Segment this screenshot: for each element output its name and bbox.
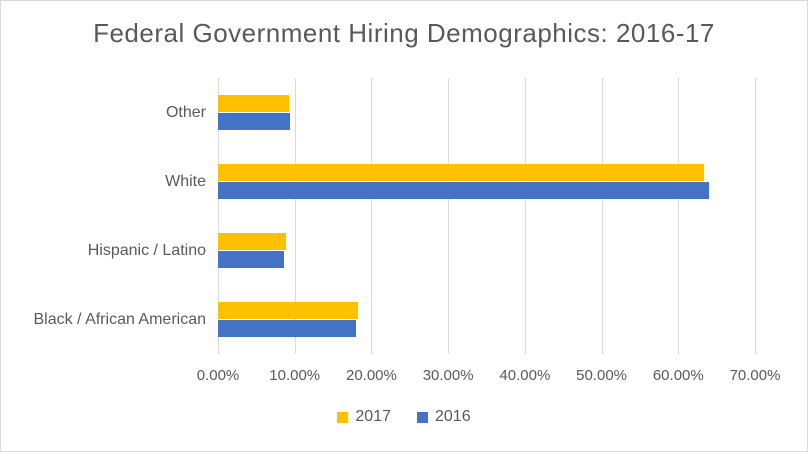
category-label: Black / African American [33, 310, 206, 328]
legend: 2017 2016 [1, 408, 807, 426]
bar-2017-hispanic-latino [218, 233, 286, 250]
gridline [371, 78, 373, 354]
bar-2016-white [218, 182, 709, 199]
legend-label: 2017 [355, 408, 391, 425]
bar-2017-white [218, 164, 704, 181]
category-label: White [165, 172, 206, 190]
x-tick-label: 60.00% [652, 367, 704, 384]
legend-entry-2016: 2016 [417, 408, 471, 426]
gridline [601, 78, 603, 354]
x-tick-label: 10.00% [269, 367, 321, 384]
bar-2016-hispanic-latino [218, 251, 284, 268]
gridline [294, 78, 296, 354]
gridline [218, 78, 219, 354]
legend-label: 2016 [435, 408, 471, 425]
legend-swatch-icon [417, 411, 428, 423]
plot-area [218, 78, 756, 354]
category-label: Hispanic / Latino [87, 241, 206, 259]
category-axis-labels: Other White Hispanic / Latino Black / Afric… [1, 78, 206, 354]
chart-title: Federal Government Hiring Demographics: … [93, 18, 715, 48]
x-tick-label: 30.00% [422, 367, 474, 384]
category-label: Other [165, 103, 206, 121]
bar-2017-other [218, 95, 289, 112]
x-tick-label: 50.00% [576, 367, 627, 384]
gridline [755, 78, 756, 354]
x-tick-label: 0.00% [196, 367, 240, 384]
x-tick-label: 40.00% [499, 367, 551, 384]
legend-entry-2017: 2017 [337, 408, 391, 426]
gridline [448, 78, 450, 354]
value-axis-labels: 0.00% 10.00% 20.00% 30.00% 40.00% 50.00% 60.00… [1, 367, 807, 387]
x-tick-label: 70.00% [729, 367, 781, 384]
bar-2017-black-african-american [218, 302, 358, 319]
gridline [678, 78, 680, 354]
bar-2016-other [218, 113, 291, 130]
gridline [524, 78, 526, 354]
x-tick-label: 20.00% [345, 367, 397, 384]
bar-2016-black-african-american [218, 320, 357, 337]
legend-swatch-icon [337, 411, 349, 423]
